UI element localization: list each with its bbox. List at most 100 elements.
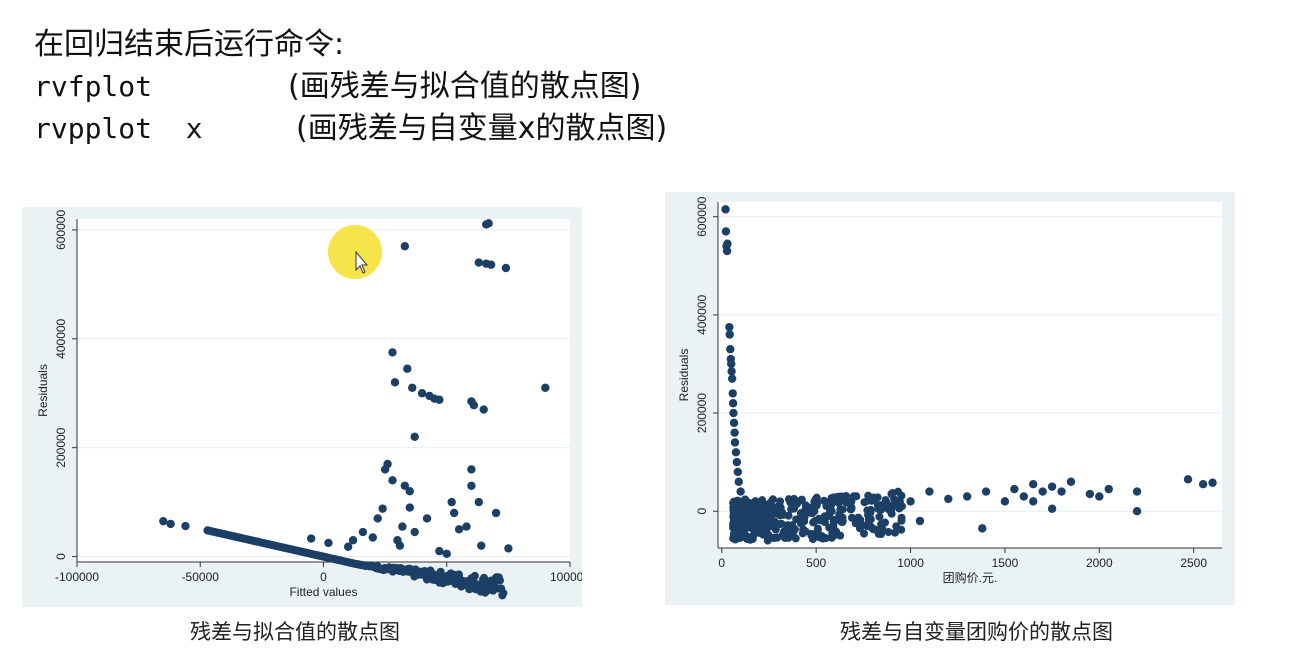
y-tick-label: 600000 bbox=[54, 210, 68, 250]
rvfplot-line: rvfplot (画残差与拟合值的散点图) bbox=[34, 66, 754, 108]
data-point bbox=[474, 258, 483, 267]
data-point bbox=[887, 489, 896, 499]
x-tick-label: 500 bbox=[806, 556, 826, 570]
data-point bbox=[847, 505, 856, 514]
x-axis-label: 团购价.元. bbox=[943, 570, 998, 585]
data-point bbox=[727, 359, 736, 369]
data-point bbox=[734, 477, 743, 486]
data-point bbox=[470, 571, 479, 580]
data-point bbox=[730, 428, 739, 437]
data-point bbox=[732, 457, 742, 467]
data-point bbox=[1000, 497, 1010, 506]
data-point bbox=[1085, 489, 1095, 499]
rvfplot-panel: 0200000400000600000-100000-5000005000010… bbox=[22, 207, 582, 607]
data-point bbox=[891, 528, 900, 537]
x-axis-label: Fitted values bbox=[289, 585, 357, 599]
data-point bbox=[807, 531, 816, 540]
data-point bbox=[1104, 484, 1113, 494]
mouse-pointer-icon bbox=[355, 250, 369, 274]
data-point bbox=[726, 345, 735, 354]
data-point bbox=[738, 530, 747, 539]
data-point bbox=[398, 522, 407, 531]
data-point bbox=[813, 526, 822, 535]
data-point bbox=[1047, 482, 1057, 491]
data-point bbox=[759, 512, 768, 521]
data-point bbox=[721, 227, 731, 236]
rvfplot-command: rvfplot bbox=[34, 70, 153, 103]
data-point bbox=[499, 589, 508, 598]
data-point bbox=[467, 481, 476, 490]
data-point bbox=[1095, 492, 1104, 501]
data-point bbox=[721, 205, 730, 214]
data-point bbox=[906, 497, 915, 506]
data-point bbox=[751, 528, 760, 537]
x-tick-label: -50000 bbox=[182, 570, 220, 584]
data-point bbox=[730, 438, 740, 447]
x-tick-label: -100000 bbox=[55, 570, 99, 584]
data-point bbox=[856, 520, 865, 529]
data-point bbox=[978, 524, 987, 533]
data-point bbox=[1019, 492, 1028, 501]
data-point bbox=[306, 534, 316, 543]
data-point bbox=[1132, 487, 1142, 496]
data-point bbox=[722, 246, 732, 256]
intro-line: 在回归结束后运行命令: bbox=[34, 27, 345, 62]
data-point bbox=[358, 527, 368, 537]
data-point bbox=[1057, 487, 1066, 496]
data-point bbox=[863, 506, 872, 515]
data-point bbox=[400, 481, 410, 490]
x-tick-label: 2500 bbox=[1180, 556, 1207, 570]
data-point bbox=[480, 573, 489, 582]
data-point bbox=[725, 330, 734, 339]
data-point bbox=[897, 513, 906, 522]
data-point bbox=[462, 522, 471, 531]
rvpplot-caption: 残差与自变量团购价的散点图 bbox=[840, 620, 1113, 644]
y-axis-label: Residuals bbox=[36, 364, 50, 417]
data-point bbox=[727, 374, 737, 383]
data-point bbox=[442, 549, 451, 559]
data-point bbox=[728, 389, 737, 398]
data-point bbox=[877, 529, 886, 538]
data-point bbox=[788, 521, 797, 530]
data-point bbox=[501, 263, 511, 273]
data-point bbox=[422, 514, 432, 523]
data-point bbox=[383, 459, 392, 469]
data-point bbox=[467, 465, 476, 474]
data-point bbox=[813, 499, 822, 508]
rvpplot-chart: 0 200000 400000 600000 0 500 1000 1500 2000 2500 团… bbox=[677, 196, 1222, 585]
data-point bbox=[484, 219, 493, 228]
y-tick-label: 400000 bbox=[54, 318, 68, 358]
data-point bbox=[405, 487, 414, 496]
rvfplot-caption: 残差与拟合值的散点图 bbox=[190, 620, 400, 644]
data-point bbox=[765, 520, 774, 529]
y-tick-label: 200000 bbox=[695, 393, 709, 433]
data-point bbox=[887, 505, 896, 514]
y-axis-label: Residuals bbox=[677, 349, 691, 402]
data-point bbox=[818, 534, 827, 543]
data-point bbox=[1208, 478, 1217, 487]
data-point bbox=[1029, 497, 1038, 506]
x-tick-label: 1500 bbox=[992, 556, 1019, 570]
rvpplot-description: (画残差与自变量x的散点图) bbox=[296, 111, 668, 146]
rvpplot-command: rvpplot x bbox=[34, 112, 203, 145]
data-point bbox=[727, 367, 736, 376]
rvpplot-panel: 0 200000 400000 600000 0 500 1000 1500 2000 2500 团… bbox=[665, 192, 1235, 605]
data-point bbox=[764, 530, 773, 539]
data-point bbox=[166, 519, 175, 529]
data-point bbox=[944, 494, 953, 504]
data-point bbox=[390, 378, 400, 387]
data-point bbox=[868, 494, 877, 504]
data-point bbox=[435, 546, 444, 556]
data-point bbox=[400, 242, 410, 251]
data-point bbox=[1066, 477, 1076, 486]
data-point bbox=[1198, 479, 1208, 489]
data-point bbox=[181, 521, 190, 531]
data-point bbox=[1132, 506, 1142, 516]
data-point bbox=[834, 498, 843, 507]
data-point bbox=[477, 541, 486, 550]
data-point bbox=[343, 542, 353, 551]
data-point bbox=[731, 448, 741, 457]
data-point bbox=[496, 576, 505, 585]
data-point bbox=[504, 544, 513, 553]
data-point bbox=[1029, 479, 1038, 489]
